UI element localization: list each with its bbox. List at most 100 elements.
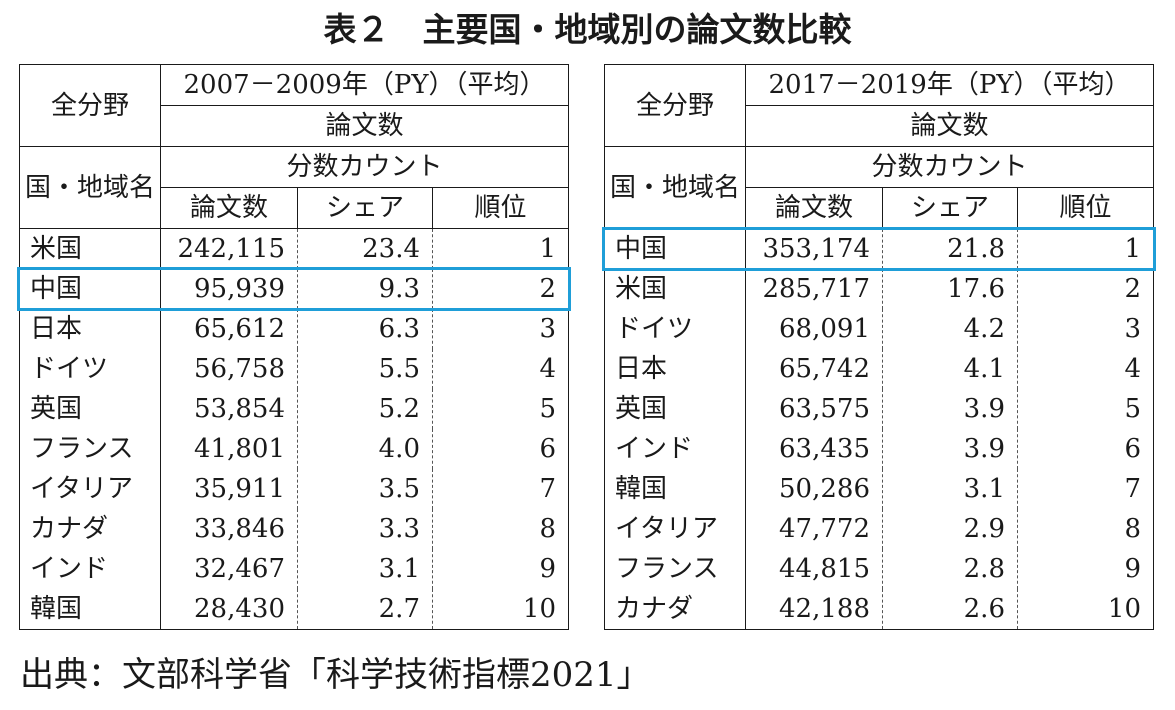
papers-cell: 95,939: [160, 269, 298, 309]
papers-cell: 42,188: [745, 589, 883, 630]
share-cell: 2.9: [882, 509, 1018, 549]
country-cell: 米国: [19, 228, 161, 269]
share-cell: 6.3: [297, 309, 433, 349]
country-cell: カナダ: [604, 589, 746, 630]
table-row: 韓国 50,286 3.1 7: [604, 469, 1154, 509]
papers-cell: 44,815: [745, 549, 883, 589]
country-cell: イタリア: [604, 509, 746, 549]
share-cell: 3.9: [882, 429, 1018, 469]
papers-cell: 65,742: [745, 349, 883, 389]
rank-cell: 4: [1017, 349, 1154, 389]
country-cell: 中国: [604, 228, 746, 269]
column-header-rank: 順位: [432, 187, 569, 229]
papers-cell: 32,467: [160, 549, 298, 589]
column-header-share: シェア: [297, 187, 433, 229]
table-row: ドイツ 56,758 5.5 4: [19, 349, 569, 389]
country-cell: 韓国: [604, 469, 746, 509]
count-type-header: 分数カウント: [745, 146, 1154, 188]
papers-cell: 285,717: [745, 269, 883, 309]
field-label: 全分野: [19, 64, 161, 147]
papers-cell: 68,091: [745, 309, 883, 349]
share-cell: 9.3: [297, 269, 433, 309]
period-header: 2007－2009年（PY）（平均）: [160, 64, 569, 106]
papers-cell: 242,115: [160, 228, 298, 269]
share-cell: 3.3: [297, 509, 433, 549]
column-header-share: シェア: [882, 187, 1018, 229]
table-row: インド 63,435 3.9 6: [604, 429, 1154, 469]
rank-cell: 4: [432, 349, 569, 389]
share-cell: 3.1: [297, 549, 433, 589]
country-cell: 中国: [19, 269, 161, 309]
table-2017-2019: 全分野 2017－2019年（PY）（平均） 論文数 国・地域名 分数カウント …: [604, 64, 1154, 630]
rank-cell: 3: [432, 309, 569, 349]
table-row: 日本 65,742 4.1 4: [604, 349, 1154, 389]
table-row: 日本 65,612 6.3 3: [19, 309, 569, 349]
table-caption: 表２ 主要国・地域別の論文数比較: [323, 10, 852, 49]
papers-cell: 41,801: [160, 429, 298, 469]
rank-cell: 10: [432, 589, 569, 630]
share-cell: 2.8: [882, 549, 1018, 589]
rank-cell: 5: [432, 389, 569, 429]
table-row: 英国 53,854 5.2 5: [19, 389, 569, 429]
table-row: イタリア 35,911 3.5 7: [19, 469, 569, 509]
table-row: 米国 242,115 23.4 1: [19, 228, 569, 269]
rank-cell: 1: [1017, 228, 1154, 269]
papers-cell: 63,435: [745, 429, 883, 469]
papers-cell: 28,430: [160, 589, 298, 630]
share-cell: 21.8: [882, 228, 1018, 269]
country-cell: 日本: [604, 349, 746, 389]
rank-cell: 5: [1017, 389, 1154, 429]
country-cell: ドイツ: [19, 349, 161, 389]
paper-count-table: 全分野 2007－2009年（PY）（平均） 論文数 国・地域名 分数カウント …: [19, 64, 569, 630]
table-2007-2009: 全分野 2007－2009年（PY）（平均） 論文数 国・地域名 分数カウント …: [19, 64, 569, 630]
country-cell: フランス: [19, 429, 161, 469]
table-row: 英国 63,575 3.9 5: [604, 389, 1154, 429]
rank-cell: 8: [432, 509, 569, 549]
table-row: フランス 41,801 4.0 6: [19, 429, 569, 469]
table-row: 中国 95,939 9.3 2: [19, 269, 569, 309]
rank-cell: 7: [432, 469, 569, 509]
table-row: カナダ 33,846 3.3 8: [19, 509, 569, 549]
papers-cell: 33,846: [160, 509, 298, 549]
country-cell: 英国: [19, 389, 161, 429]
rank-cell: 7: [1017, 469, 1154, 509]
table-body: 中国 353,174 21.8 1 米国 285,717 17.6 2 ドイツ 68,091 4.2…: [604, 228, 1154, 630]
papers-cell: 56,758: [160, 349, 298, 389]
metric-header: 論文数: [160, 105, 569, 147]
rank-cell: 2: [432, 269, 569, 309]
rank-cell: 2: [1017, 269, 1154, 309]
metric-header: 論文数: [745, 105, 1154, 147]
share-cell: 5.5: [297, 349, 433, 389]
country-cell: インド: [19, 549, 161, 589]
papers-cell: 65,612: [160, 309, 298, 349]
field-label: 全分野: [604, 64, 746, 147]
rank-cell: 9: [432, 549, 569, 589]
count-type-header: 分数カウント: [160, 146, 569, 188]
share-cell: 3.9: [882, 389, 1018, 429]
table-row: 中国 353,174 21.8 1: [604, 228, 1154, 269]
country-cell: カナダ: [19, 509, 161, 549]
column-header-rank: 順位: [1017, 187, 1154, 229]
country-cell: フランス: [604, 549, 746, 589]
rank-cell: 8: [1017, 509, 1154, 549]
share-cell: 3.5: [297, 469, 433, 509]
papers-cell: 50,286: [745, 469, 883, 509]
column-header-papers: 論文数: [745, 187, 883, 229]
rank-cell: 10: [1017, 589, 1154, 630]
country-header: 国・地域名: [604, 146, 746, 229]
rank-cell: 3: [1017, 309, 1154, 349]
table-row: カナダ 42,188 2.6 10: [604, 589, 1154, 630]
share-cell: 2.7: [297, 589, 433, 630]
share-cell: 3.1: [882, 469, 1018, 509]
country-header: 国・地域名: [19, 146, 161, 229]
table-row: 米国 285,717 17.6 2: [604, 269, 1154, 309]
table-row: ドイツ 68,091 4.2 3: [604, 309, 1154, 349]
country-cell: 米国: [604, 269, 746, 309]
period-header: 2017－2019年（PY）（平均）: [745, 64, 1154, 106]
country-cell: インド: [604, 429, 746, 469]
rank-cell: 6: [432, 429, 569, 469]
country-cell: 日本: [19, 309, 161, 349]
table-row: フランス 44,815 2.8 9: [604, 549, 1154, 589]
share-cell: 4.2: [882, 309, 1018, 349]
share-cell: 5.2: [297, 389, 433, 429]
